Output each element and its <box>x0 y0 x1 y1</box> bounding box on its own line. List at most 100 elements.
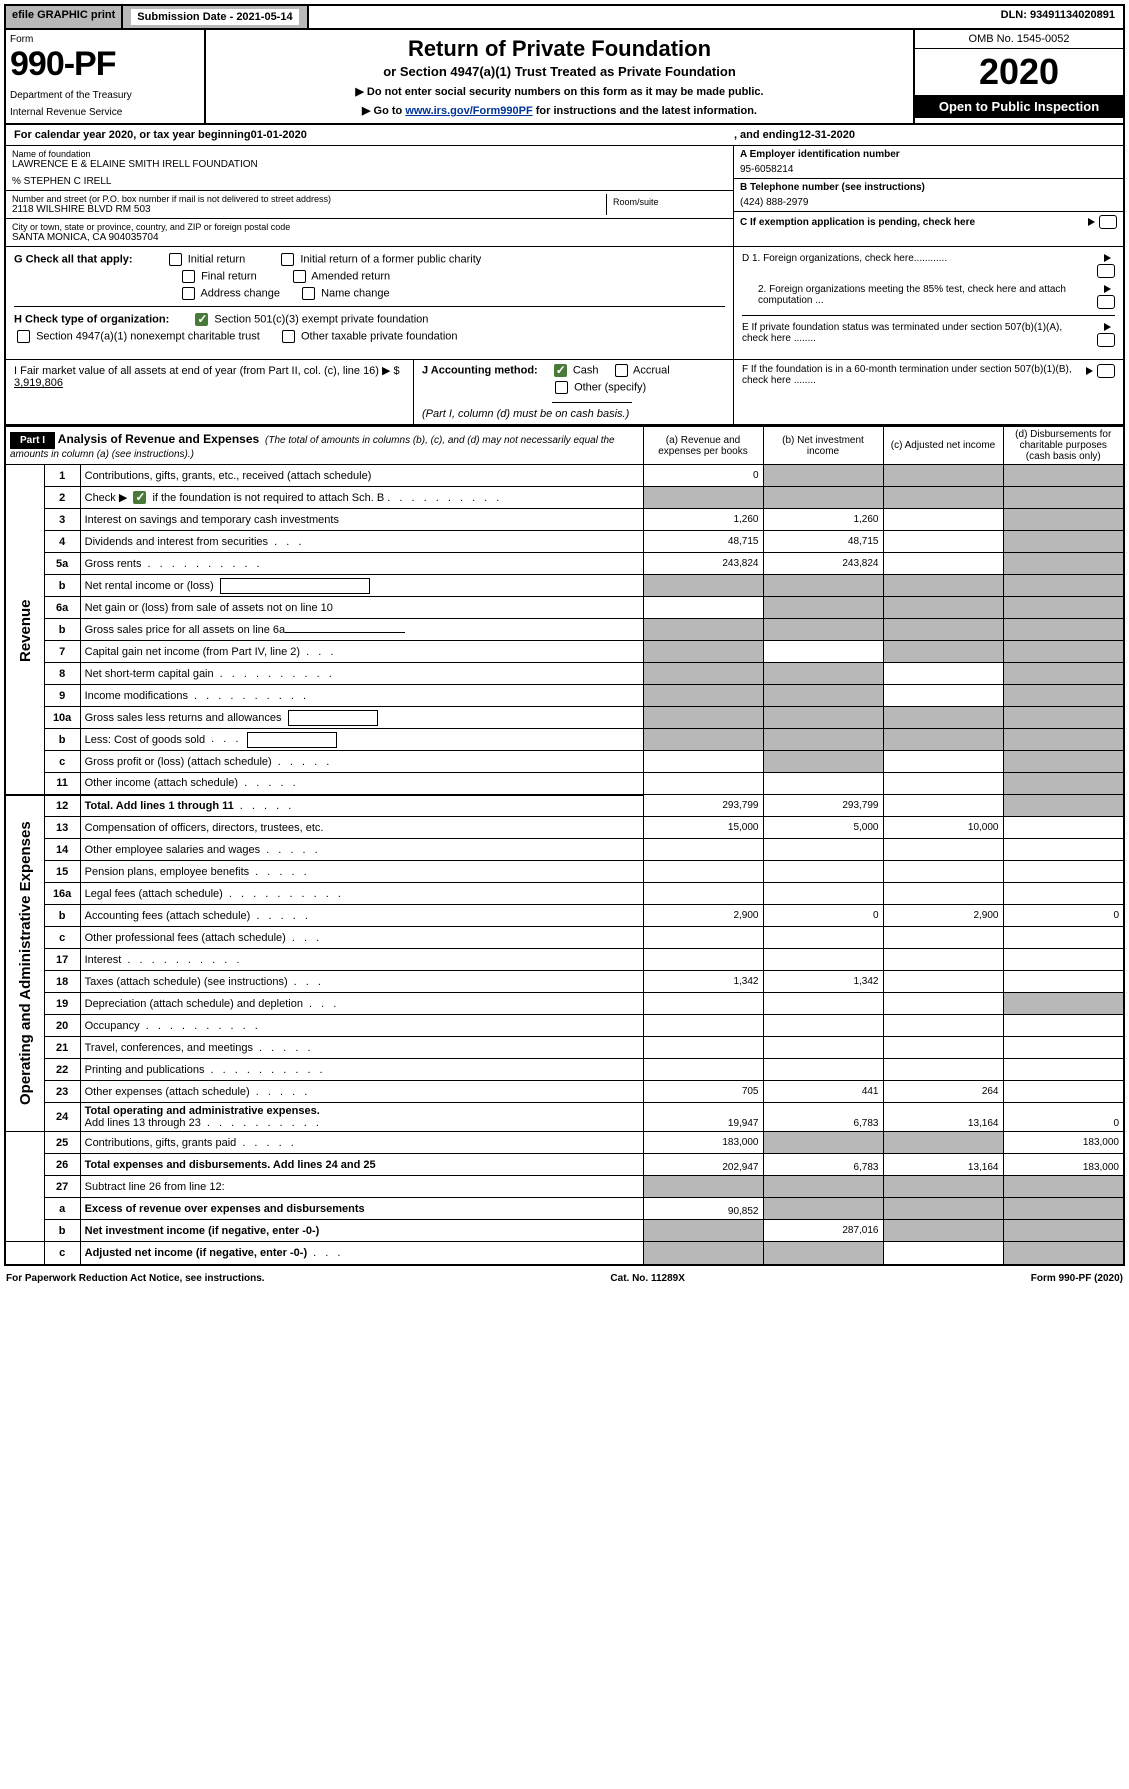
table-row: c Adjusted net income (if negative, ente… <box>6 1242 1123 1264</box>
cell-c <box>883 1037 1003 1059</box>
table-row: 17 Interest <box>6 949 1123 971</box>
dots <box>204 1064 325 1076</box>
calyear-begin: 01-01-2020 <box>251 129 307 141</box>
dots <box>249 866 310 878</box>
cell-a <box>643 641 763 663</box>
f-label: F If the foundation is in a 60-month ter… <box>742 364 1082 386</box>
dots <box>272 756 333 768</box>
501c3-label: Section 501(c)(3) exempt private foundat… <box>214 313 428 325</box>
cell-a <box>643 707 763 729</box>
d1-label: D 1. Foreign organizations, check here..… <box>742 253 1091 264</box>
info-left: Name of foundation LAWRENCE E & ELAINE S… <box>6 146 733 246</box>
row-desc: Compensation of officers, directors, tru… <box>80 817 643 839</box>
initial-return-label: Initial return <box>188 253 245 265</box>
d2-label: 2. Foreign organizations meeting the 85%… <box>742 284 1091 306</box>
e-checkbox[interactable] <box>1097 333 1115 347</box>
table-row: 21 Travel, conferences, and meetings <box>6 1037 1123 1059</box>
row-num: 4 <box>44 531 80 553</box>
initial-former-checkbox[interactable] <box>281 253 294 266</box>
cell-d <box>1003 729 1123 751</box>
cell-d <box>1003 971 1123 993</box>
table-row: b Net rental income or (loss) <box>6 575 1123 597</box>
dots <box>201 1117 322 1129</box>
g-label: G Check all that apply: <box>14 253 133 265</box>
j-label: J Accounting method: <box>422 364 538 376</box>
cell-b <box>763 751 883 773</box>
row-desc: Income modifications <box>80 685 643 707</box>
instructions-link[interactable]: www.irs.gov/Form990PF <box>405 105 532 117</box>
row-num: 15 <box>44 861 80 883</box>
care-of: % STEPHEN C IRELL <box>12 176 727 187</box>
cell-a: 48,715 <box>643 531 763 553</box>
final-return-checkbox[interactable] <box>182 270 195 283</box>
r5bd: Net rental income or (loss) <box>85 579 214 591</box>
table-row: 7 Capital gain net income (from Part IV,… <box>6 641 1123 663</box>
r10bd: Less: Cost of goods sold <box>85 733 205 745</box>
addr-cell: Number and street (or P.O. box number if… <box>6 191 733 219</box>
cell-d <box>1003 597 1123 619</box>
info-box: Name of foundation LAWRENCE E & ELAINE S… <box>6 146 1123 247</box>
row-desc: Other expenses (attach schedule) <box>80 1081 643 1103</box>
row-num: 21 <box>44 1037 80 1059</box>
cell-a <box>643 839 763 861</box>
blank-vlabel <box>6 1132 44 1242</box>
cell-d <box>1003 1176 1123 1198</box>
cell-b <box>763 729 883 751</box>
cell-b: 6,783 <box>763 1103 883 1132</box>
row-num: 5a <box>44 553 80 575</box>
e-row: E If private foundation status was termi… <box>742 315 1115 347</box>
r15d: Pension plans, employee benefits <box>85 866 250 878</box>
f-checkbox[interactable] <box>1097 364 1115 378</box>
row-num: a <box>44 1198 80 1220</box>
cash-checkbox[interactable] <box>554 364 567 377</box>
other-method-checkbox[interactable] <box>555 381 568 394</box>
omb-number: OMB No. 1545-0052 <box>915 30 1123 49</box>
row-desc: Check ▶ if the foundation is not require… <box>80 487 643 509</box>
f-box <box>1082 364 1115 386</box>
goto-pre: ▶ Go to <box>362 105 405 117</box>
cell-a <box>643 1176 763 1198</box>
name-change-checkbox[interactable] <box>302 287 315 300</box>
table-row: 27 Subtract line 26 from line 12: <box>6 1176 1123 1198</box>
d1-checkbox[interactable] <box>1097 264 1115 278</box>
d2-checkbox[interactable] <box>1097 295 1115 309</box>
cell-a <box>643 1015 763 1037</box>
cell-d <box>1003 575 1123 597</box>
g-row2: Final return Amended return <box>179 270 725 283</box>
city-state-zip: SANTA MONICA, CA 904035704 <box>12 232 727 243</box>
dots <box>236 1137 297 1149</box>
cell-c <box>883 553 1003 575</box>
phone-label: B Telephone number (see instructions) <box>740 182 1117 193</box>
dots <box>234 800 295 812</box>
exemption-checkbox[interactable] <box>1099 215 1117 229</box>
row-desc: Total operating and administrative expen… <box>80 1103 643 1132</box>
4947-checkbox[interactable] <box>17 330 30 343</box>
name-cell: Name of foundation LAWRENCE E & ELAINE S… <box>6 146 733 191</box>
table-header-row: Part I Analysis of Revenue and Expenses … <box>6 427 1123 465</box>
cell-b: 5,000 <box>763 817 883 839</box>
table-row: Revenue 1 Contributions, gifts, grants, … <box>6 465 1123 487</box>
initial-return-checkbox[interactable] <box>169 253 182 266</box>
row-desc: Other employee salaries and wages <box>80 839 643 861</box>
amended-return-checkbox[interactable] <box>293 270 306 283</box>
address-change-checkbox[interactable] <box>182 287 195 300</box>
cell-a <box>643 1059 763 1081</box>
cell-c <box>883 1015 1003 1037</box>
section-g: G Check all that apply: Initial return I… <box>6 247 1123 359</box>
cell-b <box>763 949 883 971</box>
cell-d <box>1003 685 1123 707</box>
501c3-checkbox[interactable] <box>195 313 208 326</box>
cell-d <box>1003 1037 1123 1059</box>
row-num: b <box>44 729 80 751</box>
schb-checkbox[interactable] <box>133 491 146 504</box>
table-row: b Less: Cost of goods sold <box>6 729 1123 751</box>
table-row: 25 Contributions, gifts, grants paid 183… <box>6 1132 1123 1154</box>
cell-b <box>763 619 883 641</box>
accrual-checkbox[interactable] <box>615 364 628 377</box>
row-desc: Net rental income or (loss) <box>80 575 643 597</box>
g-row1: G Check all that apply: Initial return I… <box>14 253 725 266</box>
other-taxable-checkbox[interactable] <box>282 330 295 343</box>
table-row: 24 Total operating and administrative ex… <box>6 1103 1123 1132</box>
r24d2: Add lines 13 through 23 <box>85 1117 201 1129</box>
d1-row: D 1. Foreign organizations, check here..… <box>742 253 1115 278</box>
